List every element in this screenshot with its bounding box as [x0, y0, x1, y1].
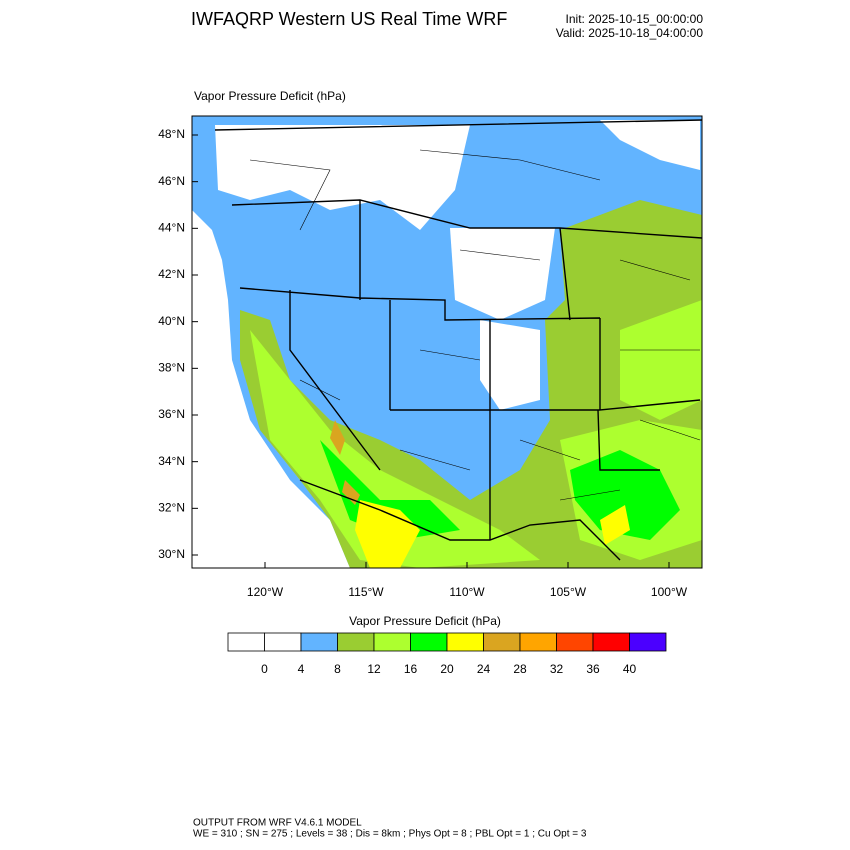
lat-label: 48°N — [158, 127, 185, 141]
colorbar-label: 4 — [298, 662, 305, 676]
lat-label: 42°N — [158, 267, 185, 281]
title: IWFAQRP Western US Real Time WRF — [191, 9, 507, 29]
lon-label: 115°W — [348, 585, 384, 599]
colorbar-label: 40 — [623, 662, 637, 676]
colorbar-title: Vapor Pressure Deficit (hPa) — [349, 614, 501, 628]
init-time: Init: 2025-10-15_00:00:00 — [566, 12, 704, 26]
colorbar-label: 24 — [477, 662, 491, 676]
footer-line: OUTPUT FROM WRF V4.6.1 MODEL — [193, 818, 362, 829]
lon-label: 120°W — [247, 585, 284, 599]
colorbar-box — [483, 632, 521, 652]
colorbar-label: 8 — [334, 662, 341, 676]
map-frame — [191, 115, 703, 569]
colorbar-box — [556, 632, 594, 652]
colorbar-box — [337, 632, 375, 652]
lat-label: 32°N — [158, 501, 185, 515]
lon-label: 110°W — [449, 585, 485, 599]
colorbar-box — [592, 632, 630, 652]
lat-label: 36°N — [158, 407, 185, 421]
colorbar-label: 0 — [261, 662, 268, 676]
colorbar-box — [227, 632, 265, 652]
colorbar-box — [373, 632, 411, 652]
colorbar-box — [410, 632, 448, 652]
footer-line: WE = 310 ; SN = 275 ; Levels = 38 ; Dis … — [193, 829, 587, 840]
colorbar-label: 16 — [404, 662, 418, 676]
lon-label: 105°W — [550, 585, 587, 599]
state-borders — [214, 119, 702, 561]
colorbar-box — [300, 632, 338, 652]
lat-label: 30°N — [158, 547, 185, 561]
lat-label: 38°N — [158, 361, 185, 375]
colorbar-label: 28 — [513, 662, 527, 676]
lat-label: 46°N — [158, 174, 185, 188]
lat-label: 34°N — [158, 454, 185, 468]
colorbar-box — [446, 632, 484, 652]
colorbar-label: 32 — [550, 662, 564, 676]
colorbar-box — [629, 632, 667, 652]
lat-label: 40°N — [158, 314, 185, 328]
colorbar-label: 36 — [586, 662, 600, 676]
map-title: Vapor Pressure Deficit (hPa) — [194, 89, 346, 103]
lat-label: 44°N — [158, 221, 185, 235]
colorbar-label: 12 — [367, 662, 381, 676]
colorbar-box — [519, 632, 557, 652]
colorbar-box — [264, 632, 302, 652]
map-field — [192, 116, 702, 568]
valid-time: Valid: 2025-10-18_04:00:00 — [556, 26, 704, 40]
lon-label: 100°W — [651, 585, 688, 599]
colorbar-label: 20 — [440, 662, 454, 676]
